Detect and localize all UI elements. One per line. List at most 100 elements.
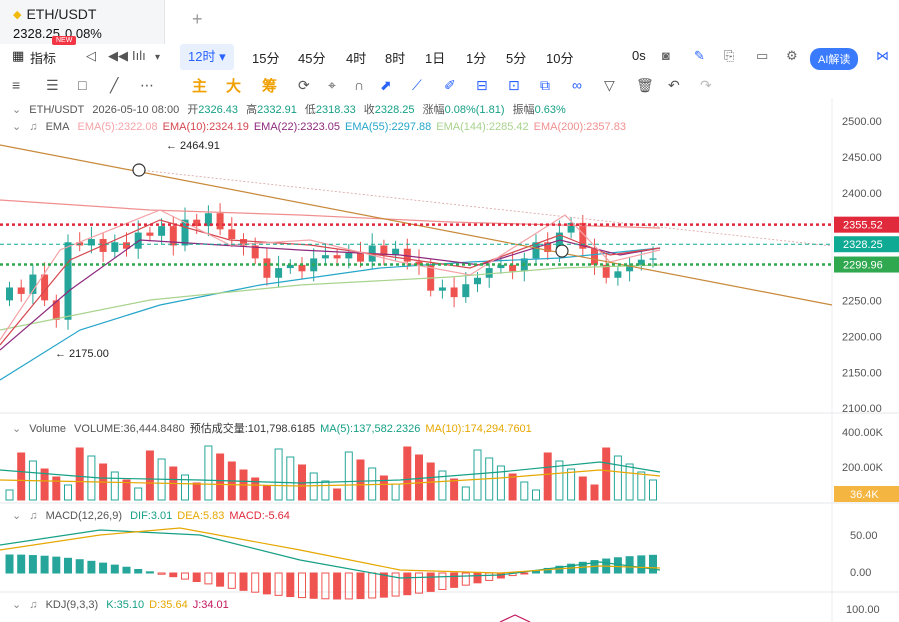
lines-icon[interactable]: ☰ xyxy=(46,77,59,93)
volume-legend: ⌄ Volume VOLUME:36,444.8480 预估成交量:101,798… xyxy=(12,420,537,436)
text-icon[interactable]: ⊟ xyxy=(476,77,488,93)
chart-type-chevron-icon[interactable]: ▾ xyxy=(155,52,161,63)
ruler-icon[interactable]: ⌖ xyxy=(328,77,336,93)
macd-histogram-bar xyxy=(344,572,353,600)
ai-analysis-button[interactable]: AI解读 xyxy=(810,48,859,70)
candle-body xyxy=(204,213,212,227)
replay-seconds-button[interactable]: 0s xyxy=(632,48,646,63)
brush-icon[interactable]: ✐ xyxy=(444,77,456,93)
candle-body xyxy=(579,222,587,249)
collapse-icon[interactable]: ⌄ xyxy=(12,423,22,435)
main-chart-button[interactable]: 主 xyxy=(192,78,208,95)
ema-legend: ⌄ ♫ EMA EMA(5):2322.08 EMA(10):2324.19 EMA… xyxy=(12,120,631,133)
tab-ethusdt[interactable]: ◆ ETH/USDT 2328.25 0.08% NEW xyxy=(0,0,165,45)
ohlc-high: 2332.91 xyxy=(257,104,297,116)
prev-icon[interactable]: ◁ xyxy=(86,48,96,63)
rectangle-icon[interactable]: □ xyxy=(78,77,87,93)
undo-icon[interactable]: ↶ xyxy=(668,77,680,93)
volume-bar xyxy=(181,474,189,501)
candle-body xyxy=(544,242,552,252)
macd-histogram-bar xyxy=(122,566,131,574)
trendline-icon[interactable]: ╱ xyxy=(110,77,119,93)
settings-icon[interactable]: ⚙ xyxy=(786,48,798,63)
lock-icon[interactable]: ⊡ xyxy=(508,77,520,93)
indicators-button[interactable]: 指标 xyxy=(30,51,57,66)
candle-body xyxy=(555,232,563,252)
macd-histogram-bar xyxy=(145,571,154,574)
interval-12h[interactable]: 12时 ▾ xyxy=(180,44,234,70)
network-share-icon[interactable]: ⋈ xyxy=(876,48,889,63)
price-tick-label: 2400.00 xyxy=(842,188,882,200)
interval-1d[interactable]: 1日 xyxy=(425,51,446,66)
interval-4h[interactable]: 4时 xyxy=(346,51,367,66)
macd-histogram-bar xyxy=(28,555,37,574)
interval-15m[interactable]: 15分 xyxy=(252,51,280,66)
macd-histogram-bar xyxy=(286,572,295,598)
candle-body xyxy=(567,222,575,233)
ohlc-amplitude: 0.63% xyxy=(534,104,566,116)
link-icon[interactable]: ∞ xyxy=(572,77,582,93)
menu-icon[interactable]: ≡ xyxy=(12,77,21,93)
macd-histogram-bar xyxy=(473,572,482,584)
ohlc-low: 2318.33 xyxy=(315,104,356,116)
interval-10m[interactable]: 10分 xyxy=(546,51,574,66)
candle-body xyxy=(649,258,657,260)
macd-histogram-bar xyxy=(251,572,260,593)
sync-icon[interactable]: ⟳ xyxy=(298,77,310,93)
macd-title: MACD(12,26,9) xyxy=(45,510,123,522)
add-tab-icon[interactable]: + xyxy=(192,9,203,29)
rewind-icon[interactable]: ◀◀ xyxy=(108,48,128,63)
cursor-icon[interactable]: ⬈ xyxy=(380,77,392,93)
chart-canvas[interactable]: 2500.002450.002400.002350.002300.002250.… xyxy=(0,98,899,622)
volume-bar xyxy=(555,460,564,501)
indicators-icon[interactable]: ▦ xyxy=(12,48,25,63)
macd-histogram-bar xyxy=(17,554,26,574)
kdj-item-0: K:35.10 xyxy=(106,599,145,611)
collapse-icon[interactable]: ⌄ xyxy=(12,104,22,116)
collapse-icon[interactable]: ⌄ xyxy=(12,510,22,522)
chart-type-icon[interactable]: Iılı xyxy=(132,48,146,63)
candle-body xyxy=(462,284,470,298)
macd-histogram-bar xyxy=(403,572,412,596)
trash-icon[interactable]: 🗑 xyxy=(636,77,654,93)
interval-1m[interactable]: 1分 xyxy=(466,51,487,66)
bell-icon[interactable]: ♫ xyxy=(29,510,38,522)
interval-5m[interactable]: 5分 xyxy=(506,51,527,66)
low-annotation: ← 2175.00 xyxy=(55,348,109,360)
candle-body xyxy=(275,268,283,278)
candle-body xyxy=(532,242,540,259)
volume-tag-bg xyxy=(834,486,899,502)
volume-bar xyxy=(321,480,330,501)
volume-bar xyxy=(450,478,459,501)
interval-45m[interactable]: 45分 xyxy=(298,51,326,66)
collapse-icon[interactable]: ⌄ xyxy=(12,599,22,611)
candle-body xyxy=(64,242,72,320)
ohlc-change: 0.08%(1.81) xyxy=(444,104,505,116)
macd-histogram-bar xyxy=(520,572,529,575)
bell-icon[interactable]: ♫ xyxy=(29,121,38,133)
camera-icon[interactable]: ◙ xyxy=(662,48,670,63)
volume-bar xyxy=(17,452,26,501)
volume-item-2: MA(5):137,582.2326 xyxy=(320,423,421,435)
ema-item-4: EMA(144):2285.42 xyxy=(436,121,529,133)
candle-body xyxy=(87,239,95,246)
more-icon[interactable]: ⋯ xyxy=(140,77,154,93)
template-icon[interactable]: ⧉ xyxy=(540,77,550,93)
volume-tick-label: 200.00K xyxy=(842,462,884,474)
interval-8h[interactable]: 8时 xyxy=(385,51,406,66)
redo-icon[interactable]: ↷ xyxy=(700,77,712,93)
volume-bar xyxy=(122,479,131,501)
layout-icon[interactable]: ▭ xyxy=(756,48,769,63)
bell-icon[interactable]: ♫ xyxy=(29,599,38,611)
share-icon[interactable]: ⎘ xyxy=(724,48,735,63)
magnet-icon[interactable]: ∩ xyxy=(354,77,365,93)
volume-bar xyxy=(286,456,295,501)
chips-button[interactable]: 筹 xyxy=(262,78,278,95)
kdj-item-2: J:34.01 xyxy=(192,599,229,611)
collapse-icon[interactable]: ⌄ xyxy=(12,121,22,133)
measure-icon[interactable]: ⟋ xyxy=(412,77,422,93)
big-order-button[interactable]: 大 xyxy=(226,78,242,95)
filter-icon[interactable]: ▽ xyxy=(604,77,615,93)
volume-bar xyxy=(508,473,517,501)
pencil-icon[interactable]: ✎ xyxy=(694,48,705,63)
